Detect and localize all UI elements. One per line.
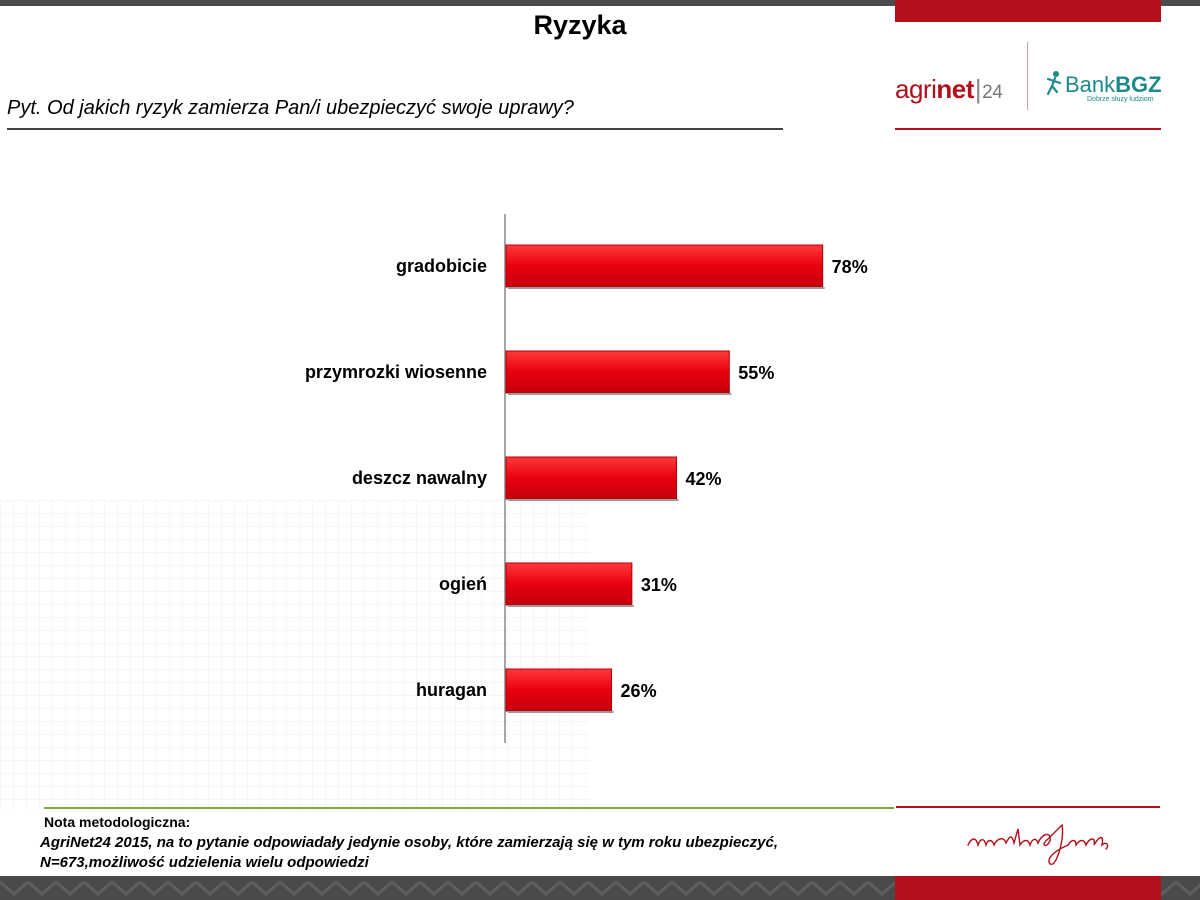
nota-line-1: AgriNet24 2015, na to pytanie odpowiadał… (40, 834, 779, 851)
bar-4 (505, 668, 613, 712)
value-label: 78% (832, 257, 868, 277)
bank-name-bold: BGZ (1115, 72, 1162, 97)
top-bar (0, 0, 1200, 6)
agrinet-logo-light: agri (895, 74, 937, 104)
bank-name: BankBGZ (1065, 72, 1162, 98)
bar-2 (505, 456, 678, 500)
agrinet-logo: agrinet|24 (895, 74, 1003, 104)
nota-line-2: N=673,możliwość udzielenia wielu odpowie… (40, 854, 369, 871)
logo-underline (895, 128, 1161, 130)
value-label: 55% (738, 363, 774, 383)
bank-name-light: Bank (1065, 72, 1116, 97)
logo-area: agrinet|24 BankBGZ Dobrze służy ludziom (895, 40, 1162, 132)
top-red-accent (895, 0, 1161, 22)
question-text: Pyt. Od jakich ryzyk zamierza Pan/i ubez… (7, 97, 574, 119)
page-title: Ryzyka (533, 10, 627, 40)
agrinet-logo-num: 24 (982, 82, 1003, 103)
value-label: 26% (621, 681, 657, 701)
bar-shadow-2 (508, 499, 679, 501)
value-label: 42% (686, 469, 722, 489)
agrinet-logo-bold: net (936, 74, 974, 104)
category-label: gradobicie (396, 256, 487, 276)
category-label: przymrozki wiosenne (305, 362, 487, 382)
logo-divider (1027, 42, 1028, 110)
footer-red-divider (896, 806, 1160, 808)
category-label: deszcz nawalny (352, 468, 487, 488)
bar-shadow-1 (508, 393, 732, 395)
background-grid (0, 500, 590, 810)
bar-shadow-4 (508, 711, 614, 713)
footer-divider (44, 807, 894, 809)
bar-1 (505, 350, 730, 394)
bottom-red-accent (895, 876, 1161, 900)
value-label: 31% (641, 575, 677, 595)
bar-3 (505, 562, 633, 606)
bank-tagline: Dobrze służy ludziom (1087, 96, 1154, 103)
question-underline (7, 128, 783, 130)
bar-0 (505, 244, 824, 288)
martin-jacob-signature-logo (967, 823, 1109, 865)
bank-figure-icon (1046, 71, 1062, 96)
nota-text: AgriNet24 2015, na to pytanie odpowiadał… (40, 833, 890, 873)
category-label: ogień (439, 574, 487, 594)
nota-title: Nota metodologiczna: (44, 814, 191, 830)
bar-chart: gradobicie 78% przymrozki wiosenne 55% deszc… (305, 214, 868, 743)
category-label: huragan (416, 680, 487, 700)
bar-shadow-3 (508, 605, 634, 607)
bar-shadow-0 (508, 287, 825, 289)
